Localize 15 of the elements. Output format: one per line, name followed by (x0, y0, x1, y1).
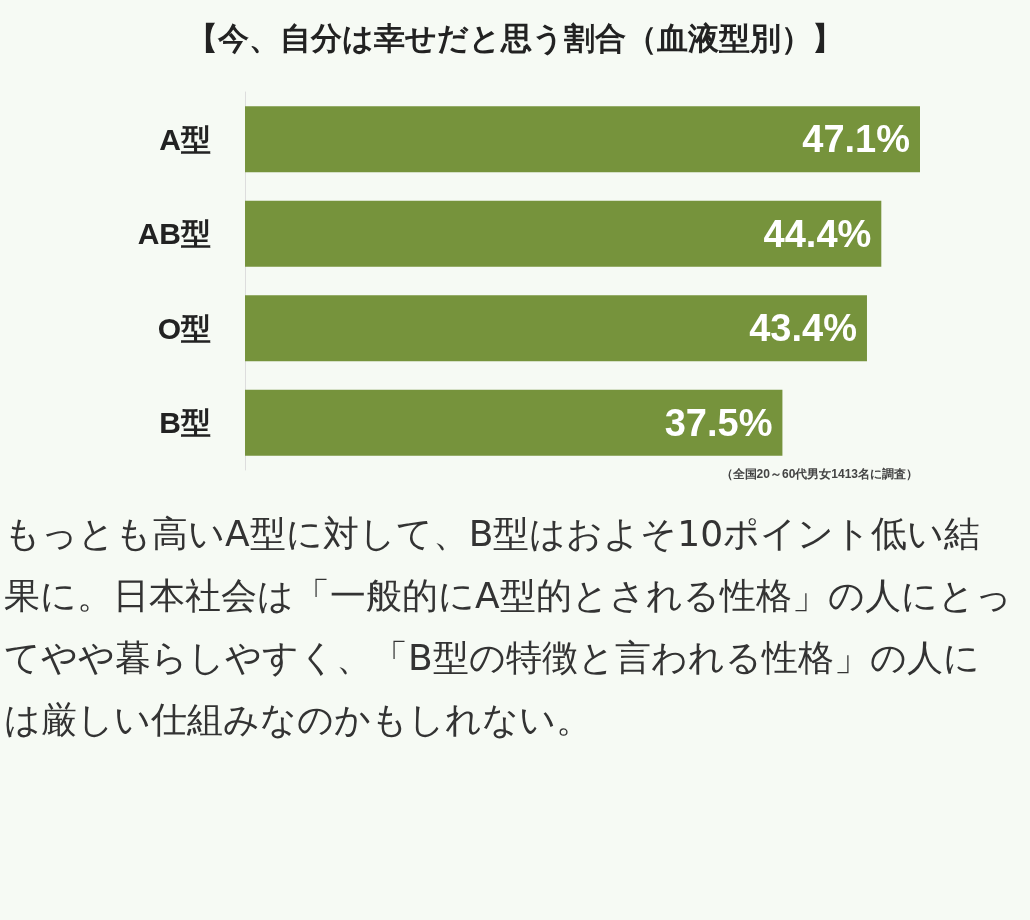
chart-title: 【今、自分は幸せだと思う割合（血液型別）】 (187, 21, 843, 56)
data-label: 43.4% (749, 307, 857, 350)
text: もっとも高いA型に対して、B型はおよそ10ポイント低い結果に。日本社会は「一般的にA型的とされる性格」の人にとってやや暮らしやすく、「B型の特徴と言われる性格」の人には厳しい仕組みなのかもしれない。 (4, 512, 1013, 742)
bar (245, 295, 867, 362)
data-label: 44.4% (763, 212, 872, 255)
bar (245, 106, 920, 173)
data-label: 37.5% (664, 401, 773, 444)
bar (245, 389, 783, 456)
y-tick-label: AB型 (137, 217, 211, 251)
y-tick-label: B型 (159, 406, 211, 440)
annotation: （全国20～60代男女1413名に調査） (720, 467, 918, 481)
y-tick-label: O型 (157, 311, 211, 345)
data-label: 47.1% (802, 118, 910, 161)
bar (245, 200, 882, 267)
y-tick-label: A型 (159, 122, 211, 156)
